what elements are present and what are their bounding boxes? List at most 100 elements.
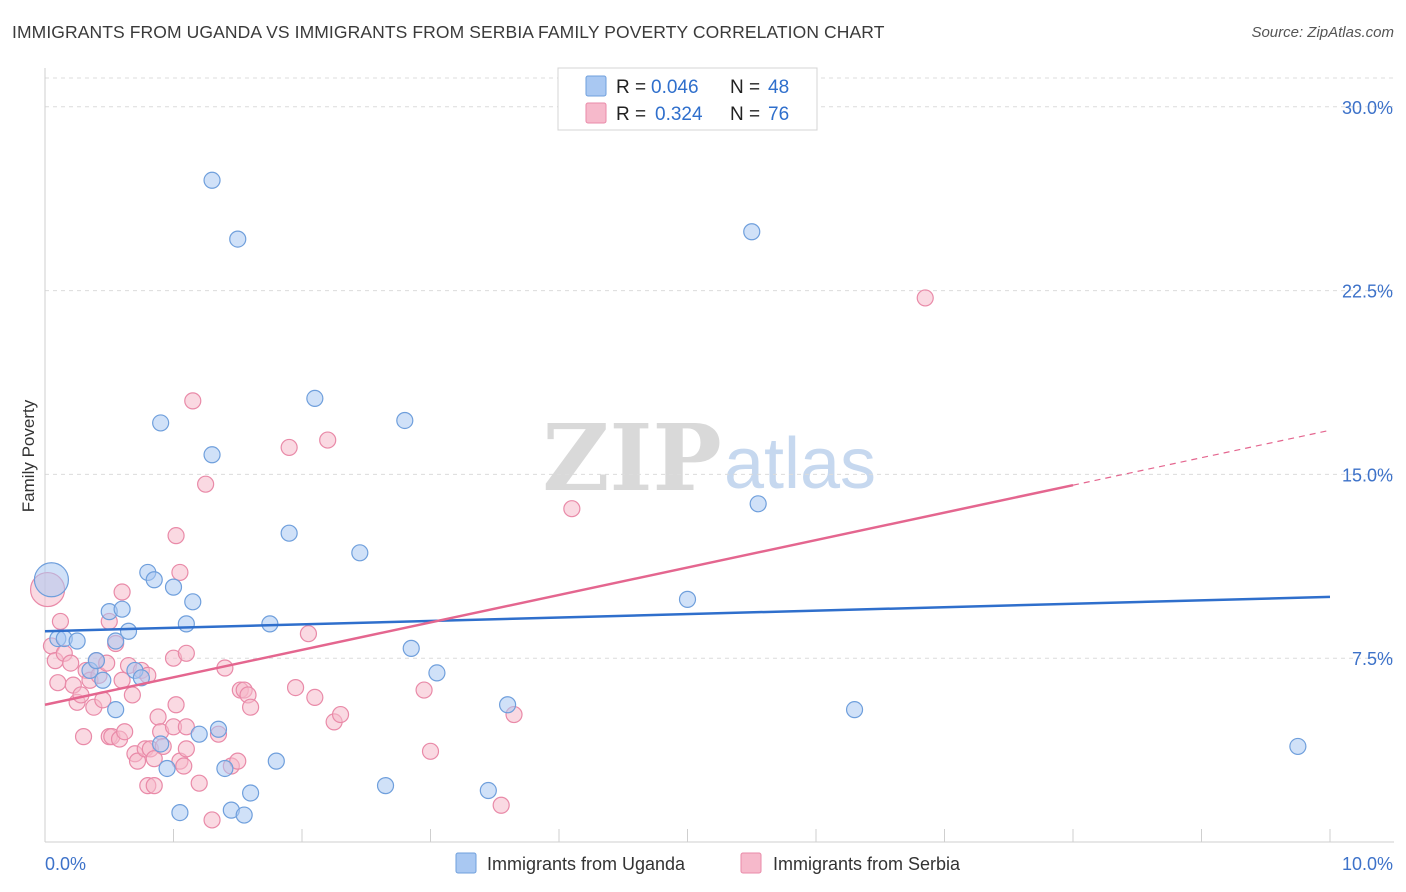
serbia-points: [29, 289, 934, 829]
serbia-point: [286, 678, 305, 697]
x-tick-label: 0.0%: [45, 854, 86, 874]
serbia-point: [49, 674, 67, 692]
uganda-point: [171, 803, 189, 822]
uganda-point: [158, 759, 176, 778]
y-axis-label: Family Poverty: [19, 399, 38, 512]
uganda-point: [107, 701, 125, 719]
serbia-point: [190, 774, 208, 792]
serbia-point: [331, 705, 350, 724]
serbia-point: [415, 681, 433, 699]
serbia-point: [145, 750, 163, 768]
serbia-point: [421, 742, 440, 760]
y-tick-label: 22.5%: [1342, 282, 1393, 302]
serbia-point: [299, 625, 318, 643]
uganda-point: [33, 562, 70, 598]
uganda-point: [145, 571, 163, 589]
uganda-point: [87, 652, 106, 670]
source-label: Source: ZipAtlas.com: [1251, 24, 1394, 41]
uganda-point: [68, 632, 86, 650]
uganda-point: [749, 495, 767, 513]
serbia-point: [113, 583, 131, 601]
serbia-point: [563, 500, 581, 518]
serbia-point: [916, 289, 934, 307]
serbia-point: [184, 392, 202, 410]
serbia-point: [51, 612, 70, 631]
uganda-point: [113, 600, 131, 618]
serbia-point: [149, 708, 167, 726]
uganda-point: [152, 735, 170, 753]
legend-swatch-serbia: [585, 102, 607, 124]
uganda-point: [94, 671, 112, 689]
uganda-point: [396, 411, 414, 430]
serbia-point: [128, 752, 147, 770]
uganda-point: [306, 389, 324, 408]
serbia-point: [229, 752, 247, 770]
legend-swatch-uganda: [585, 75, 607, 97]
uganda-point: [152, 414, 170, 432]
bottom-legend-label-uganda: Immigrants from Uganda: [487, 854, 686, 874]
watermark-zip: ZIP: [542, 404, 721, 512]
legend-r-label-serbia: R =: [616, 104, 651, 125]
serbia-point: [74, 728, 93, 746]
uganda-point: [845, 701, 864, 719]
serbia-point: [177, 644, 195, 662]
watermark: ZIP atlas: [542, 404, 876, 512]
uganda-point: [1289, 737, 1307, 756]
uganda-point: [743, 223, 761, 241]
serbia-point: [492, 796, 510, 814]
serbia-point: [203, 811, 221, 829]
uganda-point: [280, 524, 298, 542]
serbia-point: [116, 723, 134, 741]
serbia-point: [171, 563, 189, 582]
legend: R = 0.046 N = 48 R = 0.324 N = 76: [557, 67, 818, 131]
uganda-point: [119, 622, 138, 640]
uganda-point: [267, 752, 285, 770]
uganda-point: [184, 593, 202, 611]
uganda-point: [177, 615, 195, 633]
bottom-legend-label-serbia: Immigrants from Serbia: [773, 854, 961, 874]
serbia-point: [177, 740, 195, 758]
serbia-point: [167, 696, 185, 714]
serbia-point: [319, 431, 337, 449]
legend-r-value-uganda: 0.046: [651, 77, 699, 98]
serbia-point: [242, 698, 260, 716]
uganda-point: [209, 720, 228, 738]
uganda-point: [376, 777, 395, 795]
serbia-point: [197, 475, 215, 493]
x-tick-label: 10.0%: [1342, 854, 1393, 874]
uganda-point: [190, 725, 208, 743]
uganda-point: [499, 696, 517, 714]
axes: [44, 68, 1394, 843]
grid: [45, 77, 1394, 659]
serbia-point: [280, 438, 298, 457]
y-tick-label: 30.0%: [1342, 98, 1393, 118]
uganda-point: [678, 590, 697, 608]
uganda-point: [229, 230, 247, 248]
uganda-point: [402, 639, 420, 657]
serbia-point: [167, 527, 185, 545]
legend-n-label-uganda: N =: [730, 77, 765, 98]
watermark-atlas: atlas: [724, 424, 876, 504]
uganda-point: [216, 759, 234, 778]
uganda-point: [132, 669, 150, 687]
uganda-points: [33, 171, 1307, 824]
serbia-point: [175, 757, 193, 775]
legend-n-value-uganda: 48: [768, 77, 789, 98]
serbia-point: [145, 777, 163, 795]
y-tick-label: 7.5%: [1352, 649, 1393, 669]
bottom-legend: Immigrants from Uganda Immigrants from S…: [455, 852, 961, 874]
uganda-trend-line: [44, 595, 1331, 633]
serbia-trend-extension: [1072, 429, 1331, 486]
uganda-point: [242, 784, 260, 802]
legend-n-value-serbia: 76: [768, 104, 789, 125]
uganda-point: [203, 171, 221, 189]
serbia-point: [62, 654, 80, 672]
trend-lines: [44, 429, 1331, 706]
uganda-point: [235, 806, 253, 824]
uganda-point: [479, 781, 497, 800]
legend-r-label-uganda: R =: [616, 77, 651, 98]
legend-n-label-serbia: N =: [730, 104, 765, 125]
uganda-point: [164, 578, 183, 596]
uganda-point: [351, 544, 369, 562]
